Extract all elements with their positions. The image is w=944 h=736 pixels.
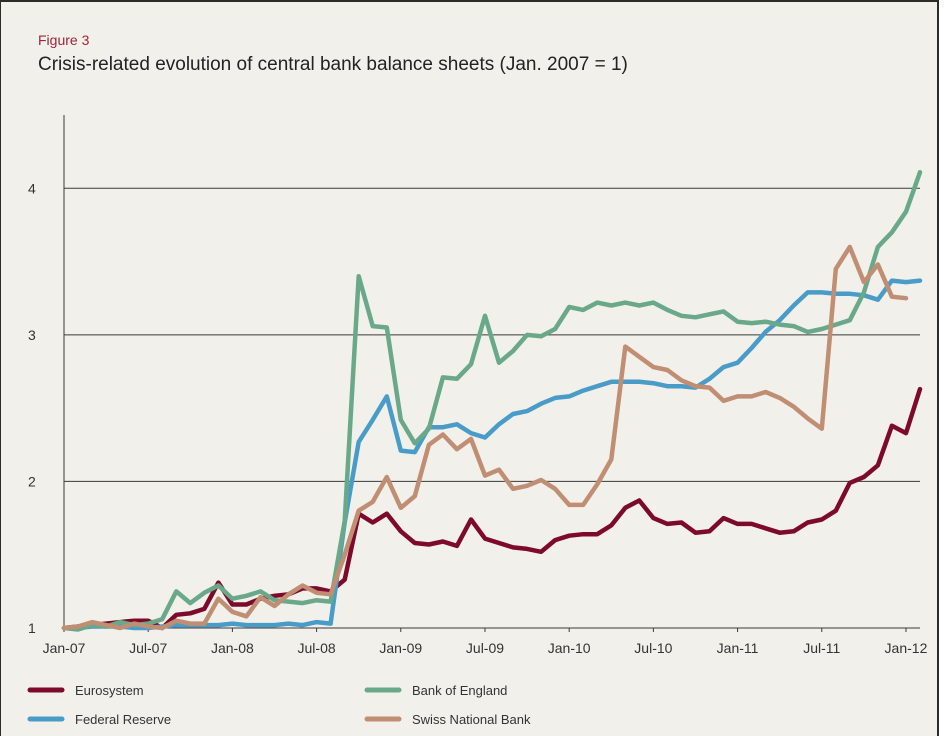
x-tick-label: Jul-10 [634,640,672,656]
x-tick-label: Jan-10 [548,640,591,656]
series-lines [61,169,923,632]
legend-label-federal-reserve: Federal Reserve [75,712,171,727]
figure-title: Crisis-related evolution of central bank… [38,54,628,75]
x-tick-label: Jan-09 [379,640,422,656]
x-tick-label: Jan-08 [211,640,254,656]
x-tick-label: Jan-12 [885,640,928,656]
y-tick-labels: 1 2 3 4 [28,180,36,636]
x-tick-label: Jul-09 [466,640,504,656]
series-line-eurosystem [61,386,923,631]
x-tick-label: Jul-11 [803,640,840,656]
legend-label-bank-of-england: Bank of England [412,683,507,698]
axes [63,115,920,632]
y-tick-label: 3 [28,327,36,343]
y-tick-label: 4 [28,180,36,196]
y-tick-label: 2 [28,473,36,489]
x-tick-label: Jan-11 [717,640,759,656]
figure-label: Figure 3 [38,32,90,48]
x-tick-labels: Jan-07 Jul-07 Jan-08 Jul-08 Jan-09 Jul-09 Jan-… [43,640,928,656]
x-tick-label: Jul-08 [298,640,336,656]
legend-label-eurosystem: Eurosystem [75,683,144,698]
series-line-swiss-national-bank [61,244,909,631]
legend-label-swiss-national-bank: Swiss National Bank [412,712,531,727]
x-tick-label: Jul-07 [129,640,167,656]
x-tick-label: Jan-07 [43,640,86,656]
y-tick-label: 1 [28,620,36,636]
legend: Eurosystem Federal Reserve Bank of England… [27,683,531,727]
series-line-bank-of-england [61,169,923,632]
